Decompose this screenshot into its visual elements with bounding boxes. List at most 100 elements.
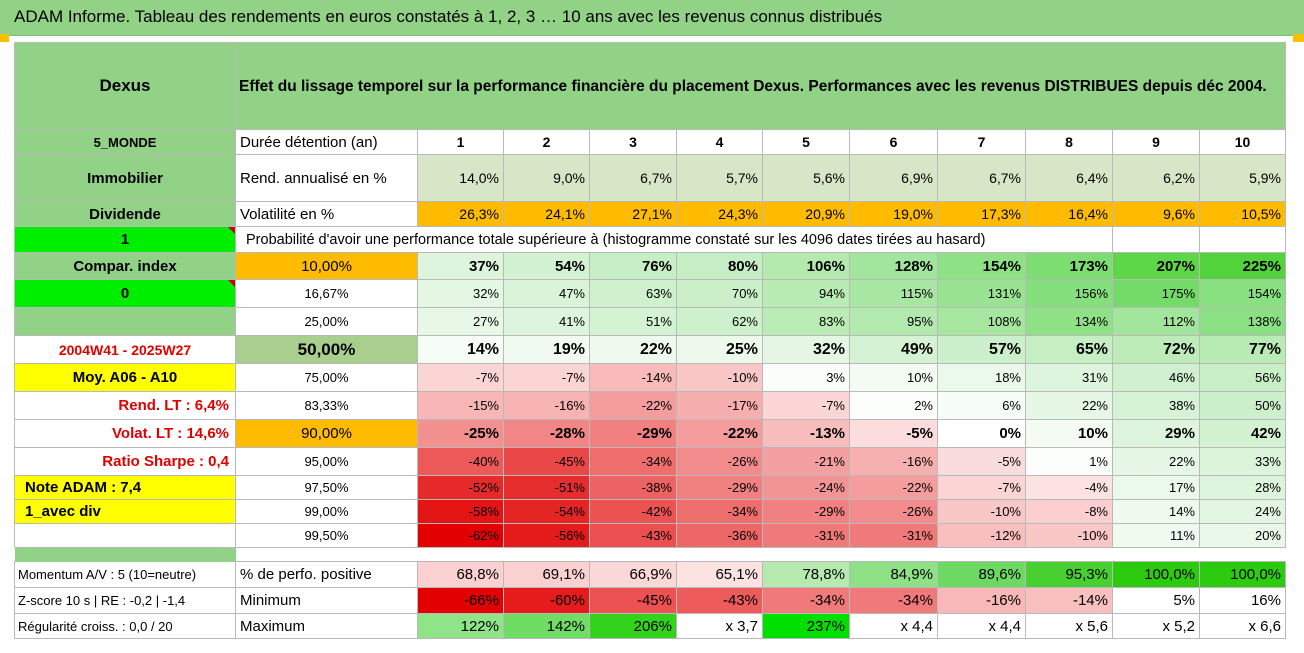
probability-blank-9[interactable] [1112,226,1200,253]
return-col-7[interactable]: 6,7% [937,154,1026,202]
quantile-4-col-7[interactable]: 57% [937,335,1026,364]
quantile-level-8[interactable]: 95,00% [235,447,418,476]
positive-row-col-8[interactable]: 95,3% [1025,561,1113,588]
positive-row-label[interactable]: % de perfo. positive [235,561,418,588]
duration-col-7[interactable]: 7 [937,129,1026,155]
quantile-11-col-5[interactable]: -31% [762,523,850,548]
distribution-cell[interactable]: Dividende [14,201,236,227]
duration-col-9[interactable]: 9 [1112,129,1200,155]
volatility-col-5[interactable]: 20,9% [762,201,850,227]
quantile-8-col-5[interactable]: -21% [762,447,850,476]
volatility-col-7[interactable]: 17,3% [937,201,1026,227]
quantile-2-col-5[interactable]: 94% [762,279,850,308]
quantile-1-col-5[interactable]: 106% [762,252,850,280]
minimum-row-col-4[interactable]: -43% [676,587,763,614]
quantile-8-col-8[interactable]: 1% [1025,447,1113,476]
quantile-6-col-4[interactable]: -17% [676,391,763,420]
quantile-5-col-10[interactable]: 56% [1199,363,1286,392]
return-col-4[interactable]: 5,7% [676,154,763,202]
maximum-row-col-7[interactable]: x 4,4 [937,613,1026,639]
maximum-row-col-9[interactable]: x 5,2 [1112,613,1200,639]
quantile-3-col-6[interactable]: 95% [849,307,938,336]
return-col-3[interactable]: 6,7% [589,154,677,202]
positive-row-col-9[interactable]: 100,0% [1112,561,1200,588]
quantile-3-col-5[interactable]: 83% [762,307,850,336]
quantile-10-col-10[interactable]: 24% [1199,499,1286,524]
volatility-col-9[interactable]: 9,6% [1112,201,1200,227]
quantile-3-col-4[interactable]: 62% [676,307,763,336]
minimum-row-col-9[interactable]: 5% [1112,587,1200,614]
quantile-6-col-3[interactable]: -22% [589,391,677,420]
quantile-4-col-2[interactable]: 19% [503,335,590,364]
quantile-4-col-6[interactable]: 49% [849,335,938,364]
quantile-level-10[interactable]: 99,00% [235,499,418,524]
separator-blank[interactable] [235,547,1286,562]
volatility-label[interactable]: Volatilité en % [235,201,418,227]
maximum-row-col-8[interactable]: x 5,6 [1025,613,1113,639]
quantile-level-7[interactable]: 90,00% [235,419,418,448]
positive-row-col-3[interactable]: 66,9% [589,561,677,588]
positive-row-side[interactable]: Momentum A/V : 5 (10=neutre) [14,561,236,588]
maximum-row-col-3[interactable]: 206% [589,613,677,639]
duration-col-8[interactable]: 8 [1025,129,1113,155]
quantile-1-col-3[interactable]: 76% [589,252,677,280]
quantile-4-col-9[interactable]: 72% [1112,335,1200,364]
quantile-1-col-6[interactable]: 128% [849,252,938,280]
fund-description-cell[interactable]: Effet du lissage temporel sur la perform… [235,42,1286,130]
quantile-3-col-10[interactable]: 138% [1199,307,1286,336]
quantile-7-col-6[interactable]: -5% [849,419,938,448]
minimum-row-col-8[interactable]: -14% [1025,587,1113,614]
fund-name-cell[interactable]: Dexus [14,42,236,130]
quantile-6-col-7[interactable]: 6% [937,391,1026,420]
asset-class-cell[interactable]: Immobilier [14,154,236,202]
quantile-10-col-5[interactable]: -29% [762,499,850,524]
quantile-9-col-8[interactable]: -4% [1025,475,1113,500]
probability-switch-cell[interactable]: 1 [14,226,236,253]
quantile-3-col-3[interactable]: 51% [589,307,677,336]
minimum-row-col-1[interactable]: -66% [417,587,504,614]
quantile-level-4[interactable]: 50,00% [235,335,418,364]
quantile-10-col-6[interactable]: -26% [849,499,938,524]
quantile-10-col-7[interactable]: -10% [937,499,1026,524]
quantile-4-col-1[interactable]: 14% [417,335,504,364]
quantile-2-col-4[interactable]: 70% [676,279,763,308]
quantile-9-col-7[interactable]: -7% [937,475,1026,500]
quantile-5-col-6[interactable]: 10% [849,363,938,392]
return-col-10[interactable]: 5,9% [1199,154,1286,202]
quantile-6-col-8[interactable]: 22% [1025,391,1113,420]
maximum-row-col-1[interactable]: 122% [417,613,504,639]
maximum-row-col-10[interactable]: x 6,6 [1199,613,1286,639]
duration-col-6[interactable]: 6 [849,129,938,155]
quantile-1-col-9[interactable]: 207% [1112,252,1200,280]
volatility-col-1[interactable]: 26,3% [417,201,504,227]
volatility-col-10[interactable]: 10,5% [1199,201,1286,227]
quantile-4-col-4[interactable]: 25% [676,335,763,364]
quantile-11-col-4[interactable]: -36% [676,523,763,548]
quantile-2-col-2[interactable]: 47% [503,279,590,308]
quantile-1-col-4[interactable]: 80% [676,252,763,280]
quantile-8-col-9[interactable]: 22% [1112,447,1200,476]
minimum-row-col-3[interactable]: -45% [589,587,677,614]
quantile-2-col-1[interactable]: 32% [417,279,504,308]
quantile-9-col-2[interactable]: -51% [503,475,590,500]
quantile-6-col-6[interactable]: 2% [849,391,938,420]
quantile-10-col-4[interactable]: -34% [676,499,763,524]
minimum-row-col-5[interactable]: -34% [762,587,850,614]
quantile-11-col-8[interactable]: -10% [1025,523,1113,548]
quantile-4-col-8[interactable]: 65% [1025,335,1113,364]
minimum-row-col-7[interactable]: -16% [937,587,1026,614]
minimum-row-col-6[interactable]: -34% [849,587,938,614]
quantile-9-col-3[interactable]: -38% [589,475,677,500]
quantile-7-col-7[interactable]: 0% [937,419,1026,448]
duration-col-1[interactable]: 1 [417,129,504,155]
duration-col-10[interactable]: 10 [1199,129,1286,155]
quantile-11-col-1[interactable]: -62% [417,523,504,548]
positive-row-col-5[interactable]: 78,8% [762,561,850,588]
quantile-4-col-3[interactable]: 22% [589,335,677,364]
quantile-8-col-7[interactable]: -5% [937,447,1026,476]
quantile-10-col-8[interactable]: -8% [1025,499,1113,524]
return-col-2[interactable]: 9,0% [503,154,590,202]
region-cell[interactable]: 5_MONDE [14,129,236,155]
quantile-1-col-1[interactable]: 37% [417,252,504,280]
quantile-11-col-10[interactable]: 20% [1199,523,1286,548]
